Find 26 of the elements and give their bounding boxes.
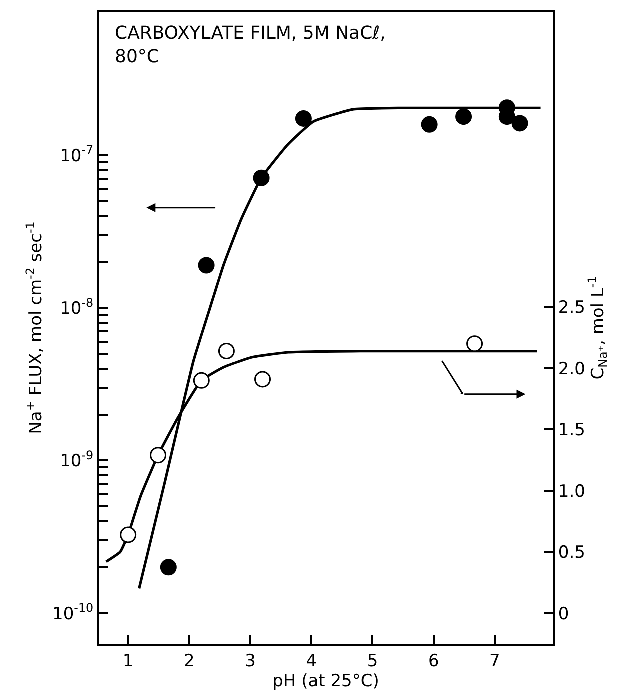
x-axis-title: pH (at 25°C) <box>272 671 380 692</box>
y-tick-label: 10$^{-8}$ <box>60 296 94 320</box>
point <box>421 116 438 133</box>
y2-tick-label: 2.0 <box>558 359 586 380</box>
point <box>253 170 270 186</box>
point <box>295 110 312 127</box>
x-tick-label: 7 <box>490 651 500 672</box>
point <box>456 108 472 126</box>
y-tick-label: 10$^{-7}$ <box>60 143 94 166</box>
y2-tick-label: 0.5 <box>558 543 586 564</box>
x-tick-label: 4 <box>306 651 318 672</box>
text: CARBOXYLATE FILM, 5M NaCℓ, 80°C <box>115 23 386 68</box>
y-tick-label: 10$^{-10}$ <box>52 601 94 624</box>
y2-tick-label: 2.5 <box>558 298 586 318</box>
x-tick-label: 6 <box>428 651 440 672</box>
x-tick-label: 3 <box>245 651 256 672</box>
y2-tick-label: 0 <box>558 604 570 624</box>
x-tick-label: 5 <box>367 651 378 672</box>
x-tick-label: 1 <box>122 651 134 672</box>
x-tick-label: 2 <box>184 651 195 672</box>
y2-tick-label: 1.0 <box>558 482 586 502</box>
point <box>512 115 528 132</box>
point <box>198 257 215 274</box>
point <box>160 559 177 576</box>
y2-tick-label: 1.5 <box>558 420 586 441</box>
y-tick-label: 10$^{-9}$ <box>60 448 94 472</box>
